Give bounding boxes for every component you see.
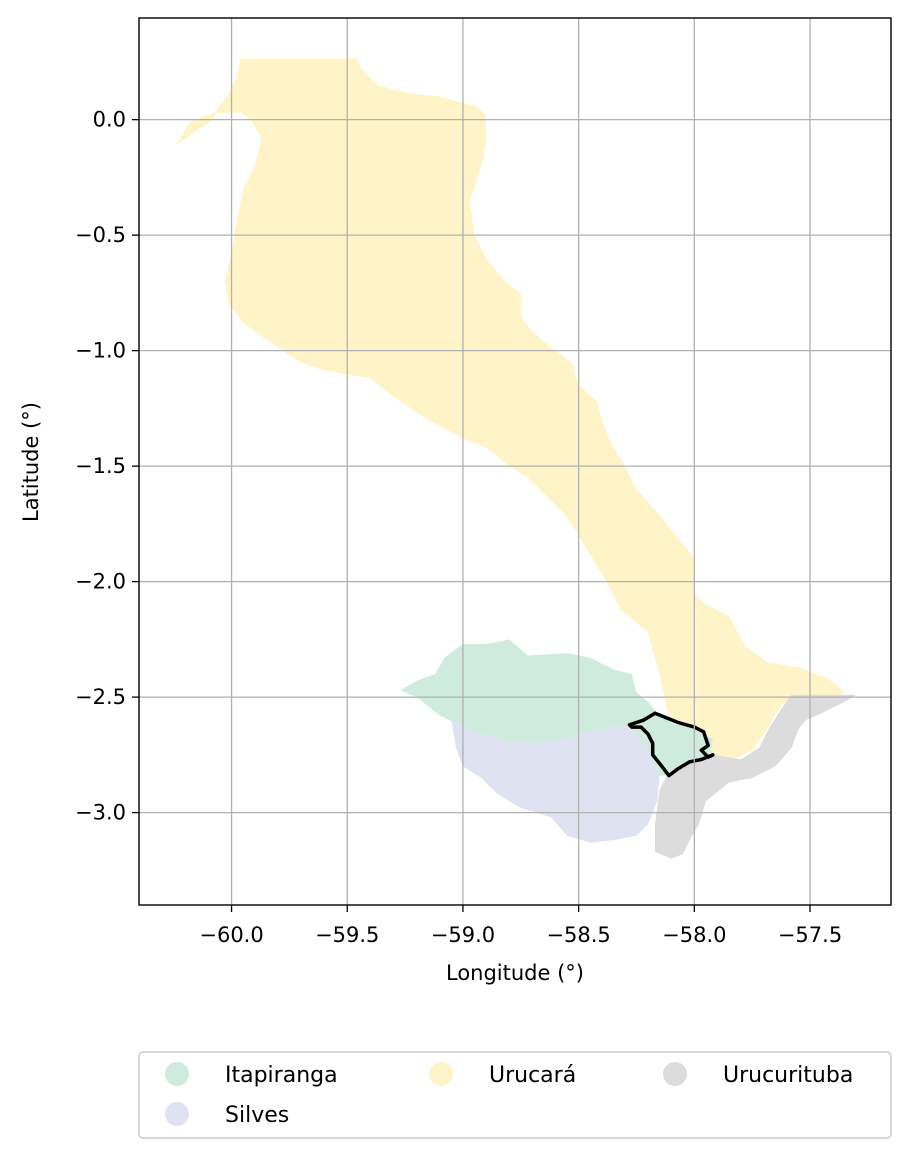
legend-marker-silves (165, 1102, 189, 1126)
legend-marker-itapiranga (165, 1062, 189, 1086)
legend-label-urucara: Urucará (489, 1063, 576, 1088)
legend-label-urucurituba: Urucurituba (723, 1063, 853, 1088)
x-tick-label: −58.0 (662, 923, 726, 947)
legend: Itapiranga Silves Urucará Urucurituba (138, 1051, 892, 1139)
region-urucurituba (655, 694, 857, 859)
plot-frame (138, 17, 892, 906)
outline-layer (627, 711, 715, 778)
legend-label-silves: Silves (225, 1103, 289, 1128)
y-tick-label: −2.0 (75, 570, 126, 594)
legend-marker-urucurituba (663, 1062, 687, 1086)
highlight-outline (627, 711, 715, 778)
x-axis-ticks: −60.0 −59.5 −59.0 −58.5 −58.0 −57.5 (199, 905, 842, 947)
x-tick-label: −60.0 (199, 923, 263, 947)
grid-layer (139, 18, 891, 905)
x-tick-label: −59.0 (431, 923, 495, 947)
legend-marker-urucara (429, 1062, 453, 1086)
y-tick-label: −3.0 (75, 801, 126, 825)
x-tick-label: −59.5 (315, 923, 379, 947)
y-tick-label: −2.5 (75, 685, 126, 709)
x-tick-label: −58.5 (546, 923, 610, 947)
y-tick-label: −0.5 (75, 223, 126, 247)
x-tick-label: −57.5 (778, 923, 842, 947)
y-axis-label: Latitude (°) (19, 402, 43, 522)
legend-frame (138, 1051, 892, 1139)
y-axis-ticks: 0.0 −0.5 −1.0 −1.5 −2.0 −2.5 −3.0 (75, 108, 139, 825)
y-tick-label: −1.5 (75, 454, 126, 478)
regions-layer (176, 58, 857, 859)
region-itapiranga (400, 639, 716, 776)
y-tick-label: 0.0 (93, 108, 126, 132)
region-urucara (176, 58, 845, 762)
y-tick-label: −1.0 (75, 339, 126, 363)
x-axis-label: Longitude (°) (446, 961, 584, 985)
legend-label-itapiranga: Itapiranga (225, 1063, 338, 1088)
